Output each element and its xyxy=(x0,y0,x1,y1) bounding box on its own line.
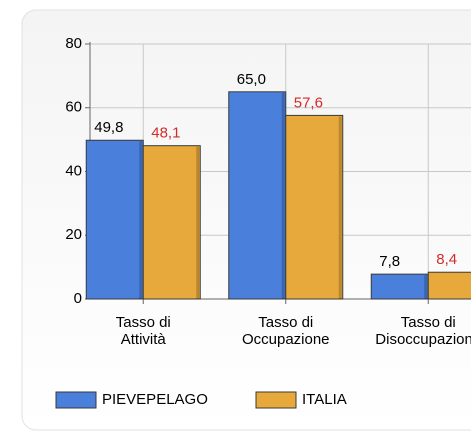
bar xyxy=(427,271,471,300)
marks: 49,8 48,1 65,0 57,6 7,8 8,4 PIEVEPELAGO ITALIA xyxy=(55,71,471,409)
value-label: 57,6 xyxy=(294,94,323,111)
bar-shade xyxy=(281,92,285,299)
bar-shade xyxy=(424,275,428,299)
x-tick-label: Tasso di xyxy=(258,314,313,331)
x-tick-label: Attività xyxy=(121,331,167,348)
bar xyxy=(85,139,144,300)
legend-label: PIEVEPELAGO xyxy=(102,391,208,408)
value-label: 8,4 xyxy=(436,251,457,268)
y-tick-label: 60 xyxy=(65,99,82,116)
bar-shade xyxy=(196,146,200,299)
legend-swatch xyxy=(55,391,97,409)
x-tick-label: Tasso di xyxy=(401,314,456,331)
value-label: 65,0 xyxy=(237,71,266,88)
y-tick-label: 80 xyxy=(65,35,82,52)
y-tick-label: 20 xyxy=(65,226,82,243)
bar xyxy=(370,273,429,300)
value-label: 48,1 xyxy=(151,125,180,142)
bar xyxy=(285,114,344,300)
bar-shade xyxy=(139,141,143,299)
value-label: 7,8 xyxy=(379,253,400,270)
y-tick-label: 40 xyxy=(65,162,82,179)
x-tick-label: Disoccupazione xyxy=(375,331,471,348)
legend-label: ITALIA xyxy=(302,391,347,408)
x-tick-label: Tasso di xyxy=(116,314,171,331)
legend-swatch xyxy=(255,391,297,409)
bar-shade xyxy=(338,116,342,300)
value-label: 49,8 xyxy=(94,119,123,136)
y-tick-label: 0 xyxy=(74,290,82,307)
bar xyxy=(228,91,287,300)
x-tick-label: Occupazione xyxy=(242,331,330,348)
bar xyxy=(142,145,201,300)
